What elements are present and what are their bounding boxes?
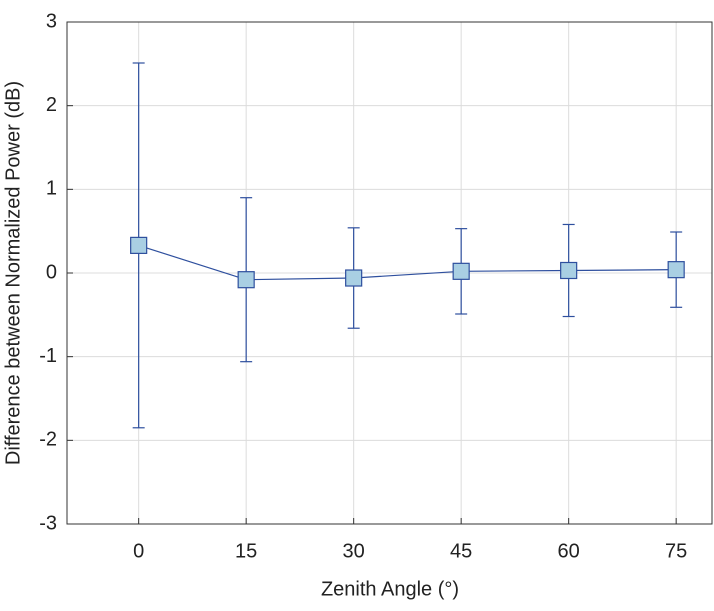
marker [237, 271, 255, 289]
x-tick-label: 45 [450, 540, 472, 562]
marker [130, 236, 148, 254]
x-tick-label: 30 [343, 540, 365, 562]
series-line [138, 244, 677, 281]
y-axis-label: Difference between Normalized Power (dB) [2, 81, 24, 465]
x-tick-label: 75 [665, 540, 687, 562]
marker [452, 262, 470, 280]
marker [345, 269, 363, 287]
y-tick-label: 1 [46, 178, 57, 200]
y-tick-label: 0 [46, 261, 57, 283]
x-tick-label: 15 [235, 540, 257, 562]
x-axis-label: Zenith Angle (°) [321, 578, 459, 600]
plot-frame [66, 21, 713, 525]
y-tick-label: -1 [39, 345, 57, 367]
x-tick-label: 0 [133, 540, 144, 562]
y-tick-label: 3 [46, 10, 57, 32]
y-tick-label: -2 [39, 429, 57, 451]
y-tick-label: 2 [46, 94, 57, 116]
y-tick-label: -3 [39, 512, 57, 534]
marker [560, 261, 578, 280]
marker [667, 261, 685, 279]
x-tick-label: 60 [558, 540, 580, 562]
